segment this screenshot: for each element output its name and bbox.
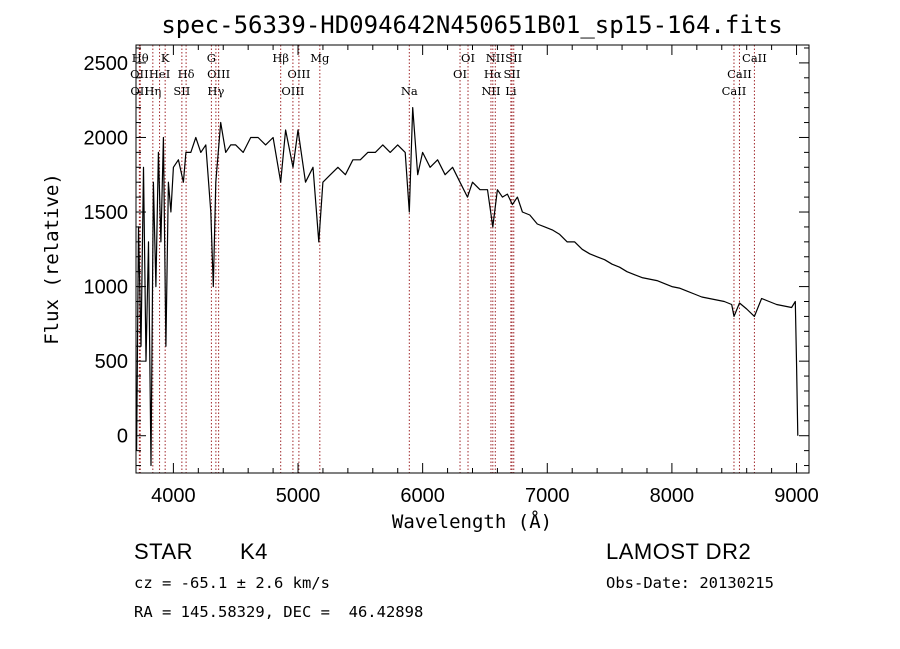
line-marker-label: OIII	[287, 67, 310, 81]
redshift-text: cz = -65.1 ± 2.6 km/s	[134, 574, 330, 592]
line-marker-label: SII	[504, 67, 521, 81]
spectrum-series	[136, 107, 799, 467]
object-subclass: K4	[240, 539, 268, 564]
line-marker-label: CaII	[742, 51, 767, 65]
line-marker-label: HeI	[149, 67, 170, 81]
line-marker-label: NII	[481, 84, 500, 98]
y-tick-label: 2500	[84, 53, 129, 75]
y-axis: 0 500 1000 1500 2000 2500	[84, 47, 809, 467]
chart-title: spec-56339-HD094642N450651B01_sp15-164.f…	[161, 11, 782, 39]
line-marker-label: OIII	[207, 67, 230, 81]
line-marker-label: OI	[453, 67, 467, 81]
line-marker-label: K	[161, 51, 170, 65]
line-markers: OIIOIIHθHηHeIKHδSIIGOIIIHγHβOIIIOIIIMgNa…	[130, 45, 767, 473]
line-marker-label: Hδ	[178, 67, 195, 81]
line-marker-label: Hγ	[207, 84, 224, 98]
y-tick-label: 1000	[84, 277, 129, 299]
x-tick-label: 8000	[650, 485, 695, 507]
line-marker-label: NII	[486, 51, 505, 65]
plot-frame	[135, 44, 810, 474]
line-marker-label: Hβ	[272, 51, 289, 65]
line-marker-label: Hα	[484, 67, 502, 81]
line-marker-label: OII	[130, 84, 149, 98]
x-tick-label: 4000	[151, 485, 196, 507]
line-marker-label: CaII	[727, 67, 752, 81]
x-tick-label: 7000	[525, 485, 570, 507]
line-marker-label: SII	[505, 51, 522, 65]
line-marker-label: G	[207, 51, 216, 65]
survey-name: LAMOST DR2	[606, 539, 752, 564]
x-tick-label: 9000	[774, 485, 819, 507]
object-class: STAR	[134, 539, 194, 564]
y-tick-label: 500	[95, 351, 128, 373]
line-marker-label: OI	[461, 51, 475, 65]
line-marker-label: Li	[505, 84, 517, 98]
line-marker-label: SII	[173, 84, 190, 98]
x-tick-label: 6000	[400, 485, 445, 507]
y-tick-label: 0	[117, 426, 128, 448]
y-tick-label: 1500	[84, 202, 129, 224]
line-marker-label: Mg	[310, 51, 330, 65]
coordinates-text: RA = 145.58329, DEC = 46.42898	[134, 603, 424, 621]
line-marker-label: Na	[401, 84, 418, 98]
x-tick-label: 5000	[276, 485, 321, 507]
line-marker-label: CaII	[722, 84, 747, 98]
spectrum-line	[136, 107, 799, 467]
obs-date-text: Obs-Date: 20130215	[606, 574, 774, 592]
line-marker-label: OIII	[281, 84, 304, 98]
x-axis: 4000 5000 6000 7000 8000 9000	[151, 45, 819, 507]
line-marker-label: Hη	[144, 84, 161, 98]
y-tick-label: 2000	[84, 127, 129, 149]
y-axis-label: Flux (relative)	[41, 173, 63, 345]
x-axis-label: Wavelength (Å)	[392, 510, 552, 533]
